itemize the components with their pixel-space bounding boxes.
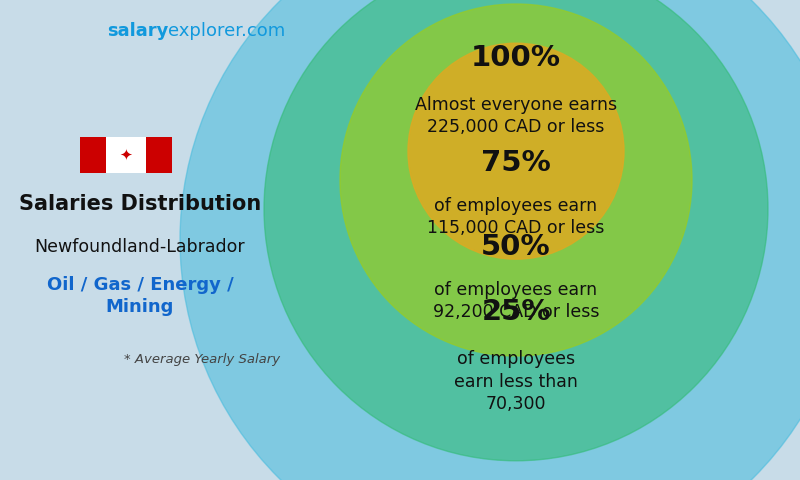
Text: salary: salary — [106, 22, 168, 40]
Text: * Average Yearly Salary: * Average Yearly Salary — [124, 353, 280, 366]
FancyBboxPatch shape — [80, 137, 106, 173]
Text: Oil / Gas / Energy /
Mining: Oil / Gas / Energy / Mining — [46, 276, 234, 316]
Text: Salaries Distribution: Salaries Distribution — [19, 194, 261, 215]
FancyBboxPatch shape — [106, 137, 146, 173]
Text: of employees earn
92,200 CAD or less: of employees earn 92,200 CAD or less — [433, 281, 599, 321]
Text: of employees earn
115,000 CAD or less: of employees earn 115,000 CAD or less — [427, 197, 605, 237]
Text: 100%: 100% — [471, 44, 561, 72]
FancyBboxPatch shape — [146, 137, 172, 173]
Ellipse shape — [408, 43, 624, 259]
Ellipse shape — [180, 0, 800, 480]
Text: 75%: 75% — [481, 149, 551, 177]
Text: explorer.com: explorer.com — [168, 22, 286, 40]
Text: of employees
earn less than
70,300: of employees earn less than 70,300 — [454, 350, 578, 413]
Text: 50%: 50% — [481, 233, 551, 261]
Ellipse shape — [264, 0, 768, 461]
Ellipse shape — [340, 4, 692, 356]
Text: ✦: ✦ — [120, 147, 132, 162]
Text: Newfoundland-Labrador: Newfoundland-Labrador — [34, 238, 246, 255]
Text: 25%: 25% — [482, 298, 550, 326]
Text: Almost everyone earns
225,000 CAD or less: Almost everyone earns 225,000 CAD or les… — [415, 96, 617, 136]
